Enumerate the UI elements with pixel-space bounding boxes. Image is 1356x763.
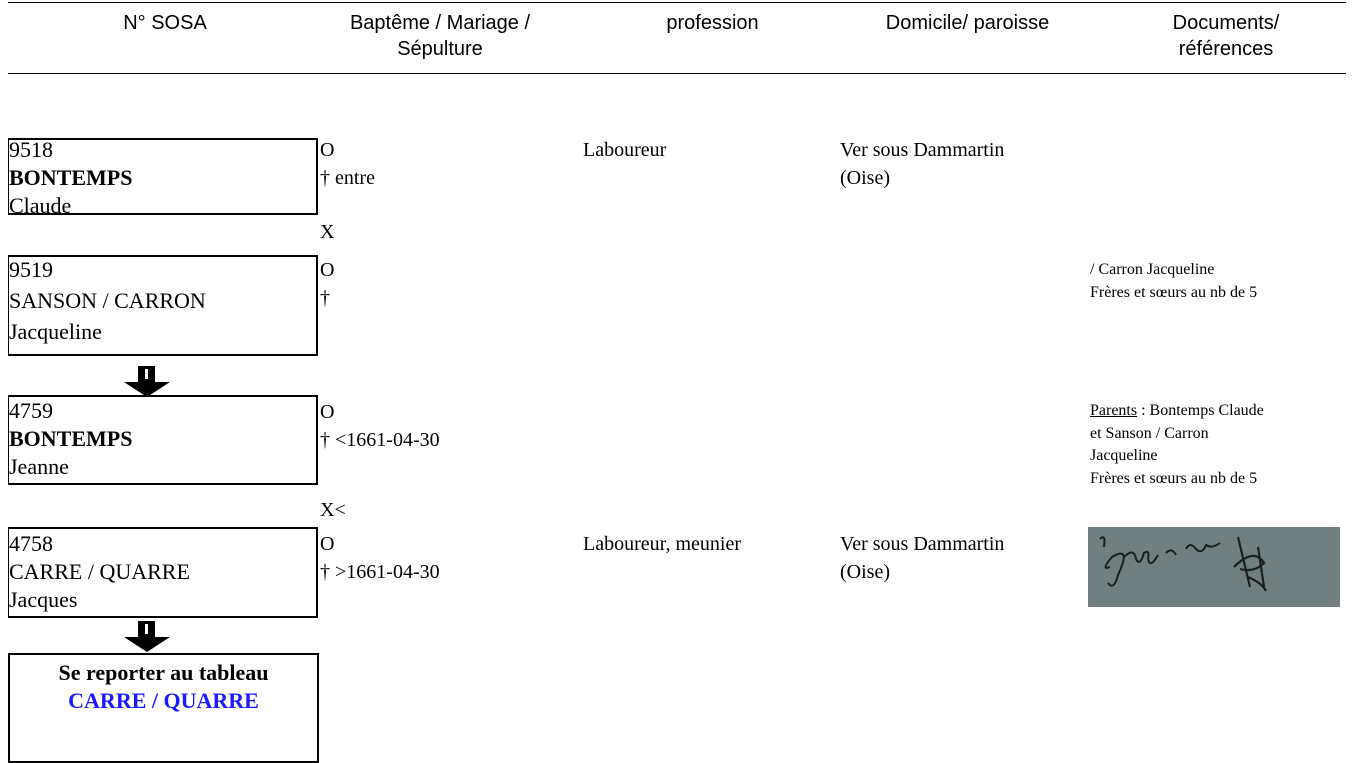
header-text: Documents/ — [1172, 12, 1280, 34]
events: O † <1661-04-30 — [320, 398, 440, 454]
down-arrow — [124, 366, 170, 397]
events: O † entre — [320, 136, 375, 192]
document-line: Frères et sœurs au nb de 5 — [1090, 469, 1258, 487]
header-text: Sépulture — [397, 38, 483, 60]
document-line: / Carron Jacqueline — [1090, 261, 1215, 278]
header-cell: Domicile/ paroisse — [840, 10, 1095, 36]
person-box — [8, 395, 318, 485]
person: 9518 BONTEMPS Claude — [9, 136, 132, 220]
event: † >1661-04-30 — [320, 561, 440, 583]
event: O — [320, 259, 335, 281]
person-box — [8, 255, 318, 356]
surname: SANSON / CARRON — [9, 288, 206, 313]
sosa: 4759 — [9, 398, 53, 423]
given-name: Jeanne — [9, 454, 69, 479]
event: O — [320, 533, 335, 555]
person-box — [8, 527, 318, 618]
event: O — [320, 139, 335, 161]
document-line: Frères et sœurs au nb de 5 — [1090, 283, 1258, 301]
person: 9519 SANSON / CARRON Jacqueline — [9, 254, 206, 347]
header-text: références — [1178, 38, 1274, 60]
document-line: Jacqueline — [1090, 447, 1158, 464]
reference-box: Se reporter au tableau CARRE / QUARRE — [8, 653, 319, 763]
header-text: Baptême / Mariage / — [349, 12, 531, 34]
sosa: 9519 — [9, 257, 53, 282]
event: † entre — [320, 167, 375, 189]
given-name: Jacques — [9, 587, 78, 612]
document-label: Parents — [1090, 402, 1138, 419]
document-line: et Sanson / Carron — [1090, 424, 1209, 442]
header-cell: profession — [610, 10, 815, 36]
document-line: : Bontemps Claude — [1137, 402, 1264, 419]
surname: BONTEMPS — [9, 426, 133, 451]
header-rule — [8, 73, 1346, 74]
given-name: Claude — [9, 193, 72, 218]
documents: / Carron Jacqueline Frères et sœurs au nb… — [1090, 259, 1257, 304]
profession: Laboureur, meunier — [583, 533, 742, 555]
surname: CARRE / QUARRE — [9, 559, 190, 584]
domicile-line: Ver sous Dammartin — [840, 139, 1005, 161]
event: O — [320, 401, 335, 423]
documents: Parents : Bontemps Claude et Sanson / Car… — [1090, 400, 1264, 490]
events: O † >1661-04-30 — [320, 530, 440, 586]
signature-image — [1088, 527, 1340, 607]
sosa: 9518 — [9, 137, 53, 162]
header-rule — [8, 2, 1346, 3]
union: X — [320, 221, 335, 243]
down-arrow — [124, 621, 170, 652]
header-cell: Documents/références — [1110, 10, 1342, 62]
header-text: profession — [666, 12, 759, 34]
person: 4759 BONTEMPS Jeanne — [9, 397, 132, 481]
header-text: Domicile/ paroisse — [885, 12, 1050, 34]
domicile: Ver sous Dammartin (Oise) — [840, 530, 1004, 586]
header-cell: N° SOSA — [60, 10, 270, 36]
sosa: 4758 — [9, 531, 53, 556]
domicile: Ver sous Dammartin (Oise) — [840, 136, 1004, 192]
given-name: Jacqueline — [9, 319, 102, 344]
domicile-line: (Oise) — [840, 561, 890, 583]
profession: Laboureur — [583, 139, 667, 161]
reference-link[interactable]: CARRE / QUARRE — [68, 688, 259, 713]
person-box — [8, 138, 318, 215]
union: X< — [320, 499, 346, 521]
domicile-line: Ver sous Dammartin — [840, 533, 1005, 555]
domicile-line: (Oise) — [840, 167, 890, 189]
reference-text: Se reporter au tableau — [58, 660, 269, 685]
surname: BONTEMPS — [9, 165, 133, 190]
events: O † — [320, 256, 334, 312]
event: † — [320, 287, 330, 309]
header-cell: Baptême / Mariage / Sépulture — [300, 10, 580, 62]
person: 4758 CARRE / QUARRE Jacques — [9, 530, 190, 614]
event: † <1661-04-30 — [320, 429, 440, 451]
header-text: N° SOSA — [123, 12, 207, 34]
